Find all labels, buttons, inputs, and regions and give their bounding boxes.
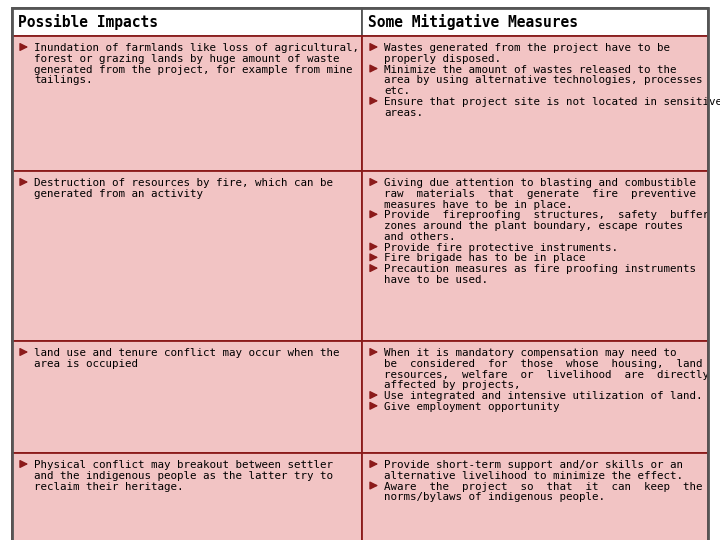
Text: Destruction of resources by fire, which can be: Destruction of resources by fire, which … xyxy=(34,178,333,188)
Bar xyxy=(362,171,708,341)
Text: Give employment opportunity: Give employment opportunity xyxy=(384,402,559,412)
Text: forest or grazing lands by huge amount of waste: forest or grazing lands by huge amount o… xyxy=(34,54,340,64)
Text: generated from the project, for example from mine: generated from the project, for example … xyxy=(34,64,353,75)
Text: affected by projects,: affected by projects, xyxy=(384,380,521,390)
Text: zones around the plant boundary, escape routes: zones around the plant boundary, escape … xyxy=(384,221,683,231)
Text: alternative livelihood to minimize the effect.: alternative livelihood to minimize the e… xyxy=(384,471,683,481)
Text: norms/bylaws of indigenous people.: norms/bylaws of indigenous people. xyxy=(384,492,605,502)
Text: measures have to be in place.: measures have to be in place. xyxy=(384,199,572,210)
Text: and others.: and others. xyxy=(384,232,456,242)
Text: Possible Impacts: Possible Impacts xyxy=(18,14,158,30)
Bar xyxy=(362,341,708,453)
Text: Provide short-term support and/or skills or an: Provide short-term support and/or skills… xyxy=(384,460,683,470)
Text: Giving due attention to blasting and combustible: Giving due attention to blasting and com… xyxy=(384,178,696,188)
Text: Wastes generated from the project have to be: Wastes generated from the project have t… xyxy=(384,43,670,53)
Text: Some Mitigative Measures: Some Mitigative Measures xyxy=(368,14,578,30)
Text: Inundation of farmlands like loss of agricultural,: Inundation of farmlands like loss of agr… xyxy=(34,43,359,53)
Bar xyxy=(362,453,708,540)
Text: generated from an activity: generated from an activity xyxy=(34,189,203,199)
Text: area is occupied: area is occupied xyxy=(34,359,138,369)
Text: Fire brigade has to be in place: Fire brigade has to be in place xyxy=(384,253,585,264)
Bar xyxy=(12,453,362,540)
Bar xyxy=(12,8,362,36)
Text: reclaim their heritage.: reclaim their heritage. xyxy=(34,482,184,491)
Bar xyxy=(12,36,362,171)
Text: When it is mandatory compensation may need to: When it is mandatory compensation may ne… xyxy=(384,348,677,358)
Text: Use integrated and intensive utilization of land.: Use integrated and intensive utilization… xyxy=(384,391,703,401)
Text: raw  materials  that  generate  fire  preventive: raw materials that generate fire prevent… xyxy=(384,189,696,199)
Bar xyxy=(362,8,708,36)
Text: land use and tenure conflict may occur when the: land use and tenure conflict may occur w… xyxy=(34,348,340,358)
Text: properly disposed.: properly disposed. xyxy=(384,54,501,64)
Text: Precaution measures as fire proofing instruments: Precaution measures as fire proofing ins… xyxy=(384,264,696,274)
Text: Physical conflict may breakout between settler: Physical conflict may breakout between s… xyxy=(34,460,333,470)
Text: etc.: etc. xyxy=(384,86,410,96)
Bar xyxy=(12,341,362,453)
Text: and the indigenous people as the latter try to: and the indigenous people as the latter … xyxy=(34,471,333,481)
Text: Provide  fireproofing  structures,  safety  buffer: Provide fireproofing structures, safety … xyxy=(384,210,709,220)
Text: Minimize the amount of wastes released to the: Minimize the amount of wastes released t… xyxy=(384,64,677,75)
Text: Provide fire protective instruments.: Provide fire protective instruments. xyxy=(384,242,618,253)
Text: Ensure that project site is not located in sensitive: Ensure that project site is not located … xyxy=(384,97,720,107)
Bar xyxy=(12,171,362,341)
Text: areas.: areas. xyxy=(384,107,423,118)
Text: Aware  the  project  so  that  it  can  keep  the: Aware the project so that it can keep th… xyxy=(384,482,703,491)
Text: be  considered  for  those  whose  housing,  land: be considered for those whose housing, l… xyxy=(384,359,703,369)
Text: have to be used.: have to be used. xyxy=(384,275,488,285)
Text: area by using alternative technologies, processes: area by using alternative technologies, … xyxy=(384,75,703,85)
Bar xyxy=(362,36,708,171)
Text: tailings.: tailings. xyxy=(34,75,92,85)
Text: resources,  welfare  or  livelihood  are  directly: resources, welfare or livelihood are dir… xyxy=(384,369,709,380)
